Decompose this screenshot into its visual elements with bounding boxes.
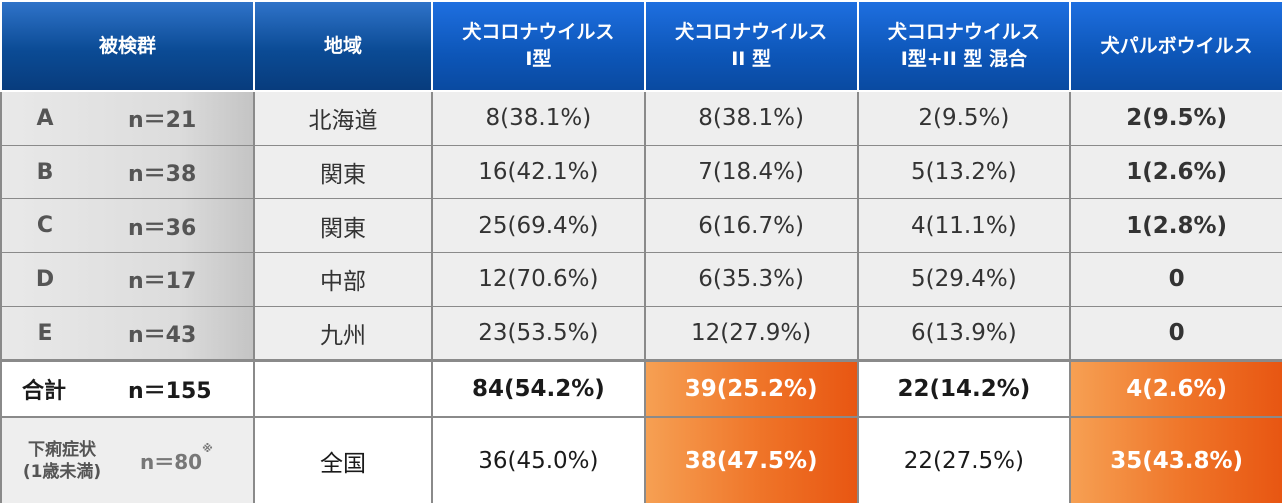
region-cell: 中部 xyxy=(253,252,433,307)
parvo-cell: 2(9.5%) xyxy=(1069,90,1282,146)
group-letter: A xyxy=(36,105,54,131)
group-letter: E xyxy=(37,320,53,346)
total-parvo-cell: 4(2.6%) xyxy=(1069,359,1282,419)
cov2-cell: 8(38.1%) xyxy=(643,90,859,146)
region-cell: 関東 xyxy=(253,198,433,254)
total-region-cell xyxy=(253,359,433,419)
total-group-cell: 合計 n＝155 xyxy=(0,359,255,419)
cov1-cell: 25(69.4%) xyxy=(431,198,646,254)
cov1-cell: 8(38.1%) xyxy=(431,90,646,146)
cov2-cell: 7(18.4%) xyxy=(643,144,859,200)
region-cell: 関東 xyxy=(253,144,433,200)
group-n: n＝17 xyxy=(128,269,197,295)
cov12-cell: 2(9.5%) xyxy=(856,90,1072,146)
parvo-cell: 0 xyxy=(1069,305,1282,362)
header-group: 被検群 xyxy=(0,0,255,92)
total-cov12-cell: 22(14.2%) xyxy=(856,359,1072,419)
group-letter: D xyxy=(35,266,55,292)
group-n: n＝36 xyxy=(128,215,197,241)
parvo-cell: 0 xyxy=(1069,252,1282,307)
total-cov1-cell: 84(54.2%) xyxy=(431,359,646,419)
parvo-cell: 1(2.8%) xyxy=(1069,198,1282,254)
diarrhea-cov2-cell: 38(47.5%) xyxy=(643,416,859,503)
diarrhea-parvo-cell: 35(43.8%) xyxy=(1069,416,1282,503)
cov2-cell: 6(16.7%) xyxy=(643,198,859,254)
table-row-total: 合計 n＝155 84(54.2%) 39(25.2%) 22(14.2%) 4(… xyxy=(0,359,1282,419)
cov1-cell: 16(42.1%) xyxy=(431,144,646,200)
header-parvo: 犬パルボウイルス xyxy=(1069,0,1282,92)
header-cov2: 犬コロナウイルス II 型 xyxy=(643,0,859,92)
group-letter: B xyxy=(36,159,54,185)
cov12-cell: 4(11.1%) xyxy=(856,198,1072,254)
table-row-diarrhea: 下痢症状 (1歳未満) n＝80※ 全国 36(45.0%) 38(47.5%)… xyxy=(0,416,1282,503)
group-n: n＝38 xyxy=(128,162,197,188)
cov2-cell: 6(35.3%) xyxy=(643,252,859,307)
header-cov12: 犬コロナウイルス I型+II 型 混合 xyxy=(856,0,1072,92)
region-cell: 九州 xyxy=(253,305,433,362)
header-cov1: 犬コロナウイルス I型 xyxy=(431,0,646,92)
note-mark: ※ xyxy=(202,442,213,456)
total-label: 合計 xyxy=(22,379,67,405)
group-n: n＝21 xyxy=(128,108,197,134)
diarrhea-cov12-cell: 22(27.5%) xyxy=(856,416,1072,503)
region-cell: 北海道 xyxy=(253,90,433,146)
cov12-cell: 5(13.2%) xyxy=(856,144,1072,200)
diarrhea-n: n＝80※ xyxy=(140,442,213,475)
cov2-cell: 12(27.9%) xyxy=(643,305,859,362)
group-letter: C xyxy=(36,213,54,239)
total-n: n＝155 xyxy=(128,379,212,405)
diarrhea-label: 下痢症状 (1歳未満) xyxy=(22,439,102,482)
cov12-cell: 5(29.4%) xyxy=(856,252,1072,307)
parvo-cell: 1(2.6%) xyxy=(1069,144,1282,200)
total-cov2-cell: 39(25.2%) xyxy=(643,359,859,419)
group-n: n＝43 xyxy=(128,323,197,349)
diarrhea-cov1-cell: 36(45.0%) xyxy=(431,416,646,503)
cov1-cell: 12(70.6%) xyxy=(431,252,646,307)
cov12-cell: 6(13.9%) xyxy=(856,305,1072,362)
cov1-cell: 23(53.5%) xyxy=(431,305,646,362)
diarrhea-region-cell: 全国 xyxy=(253,416,433,503)
diarrhea-group-cell: 下痢症状 (1歳未満) n＝80※ xyxy=(0,416,255,503)
header-row: 被検群 地域 犬コロナウイルス I型 犬コロナウイルス II 型 犬コロナウイル… xyxy=(0,0,1282,92)
header-region: 地域 xyxy=(253,0,433,92)
